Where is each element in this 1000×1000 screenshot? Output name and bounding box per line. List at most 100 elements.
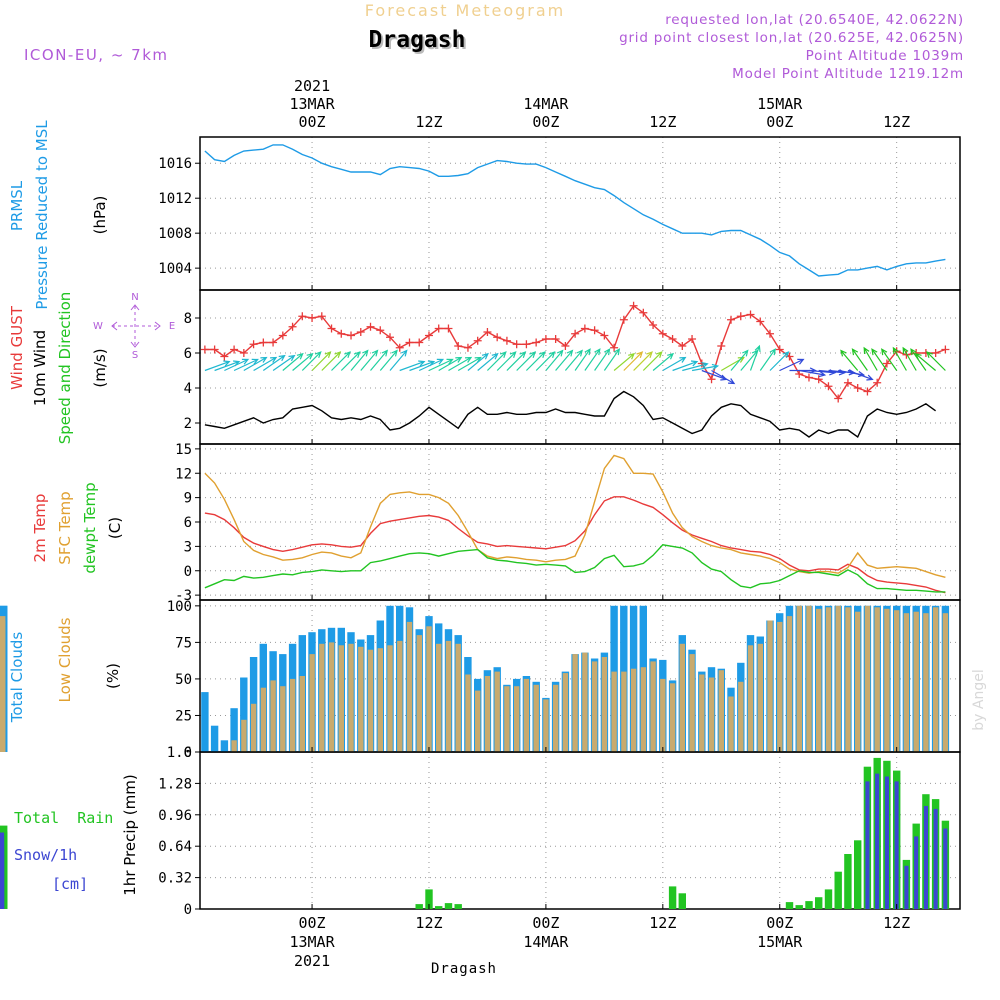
y-tick-label: 1004 <box>158 261 192 277</box>
low-cloud-bar <box>845 607 851 752</box>
low-cloud-bar <box>280 686 286 752</box>
gust-marker <box>288 322 297 331</box>
compass-south: S <box>132 350 138 361</box>
gust-marker <box>834 394 843 403</box>
gust-marker <box>483 328 492 336</box>
low-cloud-bar <box>445 640 452 752</box>
wind-direction-arrow <box>370 349 389 371</box>
gust-marker <box>532 338 541 347</box>
wind-direction-arrow <box>506 351 527 371</box>
prmsl-label: PRMSL <box>8 180 26 231</box>
precipitation-panel: 0 0.32 0.64 0.96 1.28 1.6 <box>0 745 961 918</box>
wind-direction-arrow <box>892 346 907 371</box>
total-bar <box>834 871 842 909</box>
temperature-labels: 2m Temp SFC Temp dewpt Temp (C) <box>31 482 124 573</box>
top-time-label: 14MAR <box>523 95 569 113</box>
bottom-time-label: 13MAR <box>289 933 335 951</box>
gust-marker <box>434 324 443 333</box>
top-time-label: 12Z <box>415 113 442 131</box>
y-tick-label: 1012 <box>158 191 192 207</box>
total-bar <box>844 854 852 909</box>
wind-direction-arrow <box>224 358 250 372</box>
y-tick-label: 0 <box>184 902 192 918</box>
wind-direction-arrow <box>311 351 332 371</box>
low-cloud-bar <box>426 626 432 752</box>
wind-panel: 2 4 6 8 <box>184 290 961 445</box>
wind-direction-arrow <box>633 351 653 371</box>
wind-direction-arrow <box>623 351 644 371</box>
credit-watermark: by Angel <box>971 669 987 730</box>
wind-direction-arrow <box>871 348 888 371</box>
gust-marker <box>395 343 404 352</box>
clouds-labels: Total Clouds Low Clouds (%) <box>8 617 122 723</box>
wind-direction-arrow <box>672 360 699 372</box>
wind-direction-arrow <box>428 358 454 372</box>
gust-marker <box>931 349 940 357</box>
wind-direction-arrow <box>759 348 776 371</box>
wind-direction-arrow <box>910 348 927 371</box>
wind-direction-arrow <box>652 352 675 371</box>
low-cloud-bar <box>562 673 569 752</box>
y-tick-label: 1016 <box>158 156 192 172</box>
wind-gust-label: Wind GUST <box>8 305 26 390</box>
precip-unit-label: 1hr Precip (mm) <box>121 774 139 895</box>
snow-label: Snow/1h <box>14 846 77 864</box>
total-bar <box>854 840 862 909</box>
panel-frame <box>199 136 961 291</box>
wind-direction-arrow <box>292 352 314 371</box>
wind-direction-arrow <box>749 344 761 371</box>
compass-north: N <box>131 292 138 303</box>
gust-marker <box>493 333 502 342</box>
pressure-panel: 1004 1008 1012 1016 <box>158 136 961 291</box>
wind-direction-arrow <box>799 369 827 378</box>
gust-marker <box>347 331 356 340</box>
low-cloud-bar <box>718 670 724 752</box>
gust-marker <box>804 373 813 382</box>
low-cloud-bar <box>572 654 578 752</box>
low-cloud-bar <box>660 678 666 752</box>
y-tick-label: 6 <box>184 346 192 362</box>
low-cloud-bar <box>640 667 647 752</box>
gust-marker <box>298 312 307 321</box>
total-bar <box>435 906 443 909</box>
low-cloud-bar <box>406 621 413 752</box>
y-tick-label: 25 <box>175 708 192 724</box>
gust-marker <box>814 375 823 384</box>
low-cloud-bar <box>894 610 900 752</box>
total-bar <box>795 905 803 909</box>
gust-marker <box>727 315 736 324</box>
low-cloud-bar <box>835 605 841 752</box>
low-cloud-bar <box>903 613 910 752</box>
gust-marker <box>356 328 365 336</box>
y-tick-label: 0.32 <box>158 871 192 887</box>
gust-marker <box>658 329 667 338</box>
gust-marker <box>843 378 852 387</box>
gust-marker <box>707 375 716 384</box>
gust-marker <box>600 331 609 340</box>
wind-direction-arrow <box>730 349 749 371</box>
gust-marker <box>502 336 511 345</box>
bottom-time-label: 00Z <box>766 914 793 932</box>
wind-direction-arrow <box>662 356 687 372</box>
low-cloud-bar <box>796 605 802 752</box>
total-clouds-label: Total Clouds <box>8 632 26 724</box>
gust-marker <box>882 359 891 368</box>
gust-marker <box>269 338 278 347</box>
wind-direction-arrow <box>204 360 231 372</box>
low-cloud-bar <box>523 678 530 752</box>
bottom-time-label: 2021 <box>294 952 330 970</box>
low-cloud-bar <box>533 684 539 752</box>
bottom-time-label: 14MAR <box>523 933 569 951</box>
low-cloud-bar <box>514 686 520 752</box>
gust-marker <box>551 335 560 343</box>
gust-marker <box>415 338 424 347</box>
gust-marker <box>249 340 258 349</box>
clouds-panel: 0 25 50 75 100 <box>0 599 961 761</box>
gust-marker <box>230 345 239 354</box>
low-cloud-bar <box>231 740 237 752</box>
wind-direction-arrow <box>691 363 720 372</box>
low-cloud-bar <box>884 608 890 752</box>
y-tick-label: 15 <box>175 442 192 458</box>
snow-bar <box>875 773 880 909</box>
